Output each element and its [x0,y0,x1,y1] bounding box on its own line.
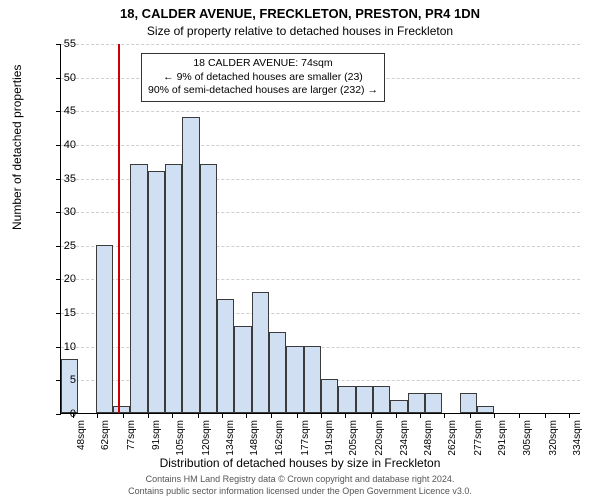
x-tick-label: 120sqm [201,420,212,456]
x-tick-mark [470,413,471,418]
y-tick-label: 50 [52,72,76,84]
page-title-line1: 18, CALDER AVENUE, FRECKLETON, PRESTON, … [0,6,600,21]
x-tick-label: 105sqm [175,420,186,456]
gridline-h [61,145,580,146]
x-tick-label: 234sqm [399,420,410,456]
histogram-bar [477,406,494,413]
histogram-bar [390,400,407,413]
x-tick-label: 291sqm [497,420,508,456]
x-tick-mark [246,413,247,418]
footer-copyright-line1: Contains HM Land Registry data © Crown c… [0,474,600,484]
histogram-bar [460,393,477,413]
x-tick-label: 191sqm [324,420,335,456]
x-tick-mark [148,413,149,418]
x-tick-label: 62sqm [100,420,111,450]
histogram-bar [148,171,165,413]
y-axis-label: Number of detached properties [10,65,24,230]
x-tick-mark [97,413,98,418]
x-tick-label: 334sqm [572,420,583,456]
y-tick-label: 0 [52,408,76,420]
histogram-bar [113,406,130,413]
y-tick-label: 20 [52,273,76,285]
histogram-bar [286,346,303,413]
histogram-bar [217,299,234,413]
x-tick-label: 220sqm [374,420,385,456]
x-tick-mark [494,413,495,418]
x-tick-mark [172,413,173,418]
histogram-bar [425,393,442,413]
annotation-line3: 90% of semi-detached houses are larger (… [148,84,378,98]
histogram-bar [252,292,269,413]
x-tick-mark [396,413,397,418]
x-tick-mark [271,413,272,418]
x-tick-label: 320sqm [548,420,559,456]
x-tick-mark [345,413,346,418]
x-tick-mark [297,413,298,418]
x-tick-mark [123,413,124,418]
footer-copyright-line2: Contains public sector information licen… [0,486,600,496]
x-tick-label: 91sqm [151,420,162,450]
y-tick-label: 30 [52,206,76,218]
x-tick-mark [321,413,322,418]
histogram-bar [373,386,390,413]
x-tick-label: 162sqm [274,420,285,456]
x-tick-label: 205sqm [348,420,359,456]
histogram-bar [269,332,286,413]
x-tick-label: 134sqm [225,420,236,456]
y-tick-label: 15 [52,307,76,319]
annotation-box: 18 CALDER AVENUE: 74sqm← 9% of detached … [141,53,385,102]
histogram-bar [408,393,425,413]
x-tick-mark [222,413,223,418]
histogram-bar [182,117,199,413]
x-tick-label: 277sqm [473,420,484,456]
x-tick-label: 177sqm [300,420,311,456]
x-tick-mark [519,413,520,418]
y-tick-label: 55 [52,38,76,50]
histogram-bar [356,386,373,413]
annotation-line2: ← 9% of detached houses are smaller (23) [148,71,378,85]
histogram-bar [234,326,251,413]
x-tick-mark [444,413,445,418]
x-tick-label: 148sqm [249,420,260,456]
x-tick-mark [371,413,372,418]
histogram-bar [165,164,182,413]
x-tick-label: 305sqm [522,420,533,456]
page-title-line2: Size of property relative to detached ho… [0,24,600,38]
histogram-bar [338,386,355,413]
histogram-bar [96,245,113,413]
histogram-plot-area: 18 CALDER AVENUE: 74sqm← 9% of detached … [60,44,580,414]
histogram-bar [130,164,147,413]
x-tick-label: 77sqm [126,420,137,450]
y-tick-label: 5 [52,374,76,386]
x-tick-mark [569,413,570,418]
annotation-line1: 18 CALDER AVENUE: 74sqm [148,57,378,71]
y-tick-label: 35 [52,173,76,185]
x-tick-mark [545,413,546,418]
gridline-h [61,111,580,112]
x-axis-label: Distribution of detached houses by size … [0,456,600,470]
gridline-h [61,44,580,45]
x-tick-mark [420,413,421,418]
x-tick-mark [198,413,199,418]
histogram-bar [200,164,217,413]
property-size-marker-line [118,44,120,413]
histogram-bar [304,346,321,413]
x-tick-label: 48sqm [76,420,87,450]
y-tick-label: 40 [52,139,76,151]
histogram-bar [321,379,338,413]
x-tick-label: 248sqm [423,420,434,456]
x-tick-label: 262sqm [447,420,458,456]
y-tick-label: 10 [52,341,76,353]
y-tick-label: 45 [52,105,76,117]
y-tick-label: 25 [52,240,76,252]
